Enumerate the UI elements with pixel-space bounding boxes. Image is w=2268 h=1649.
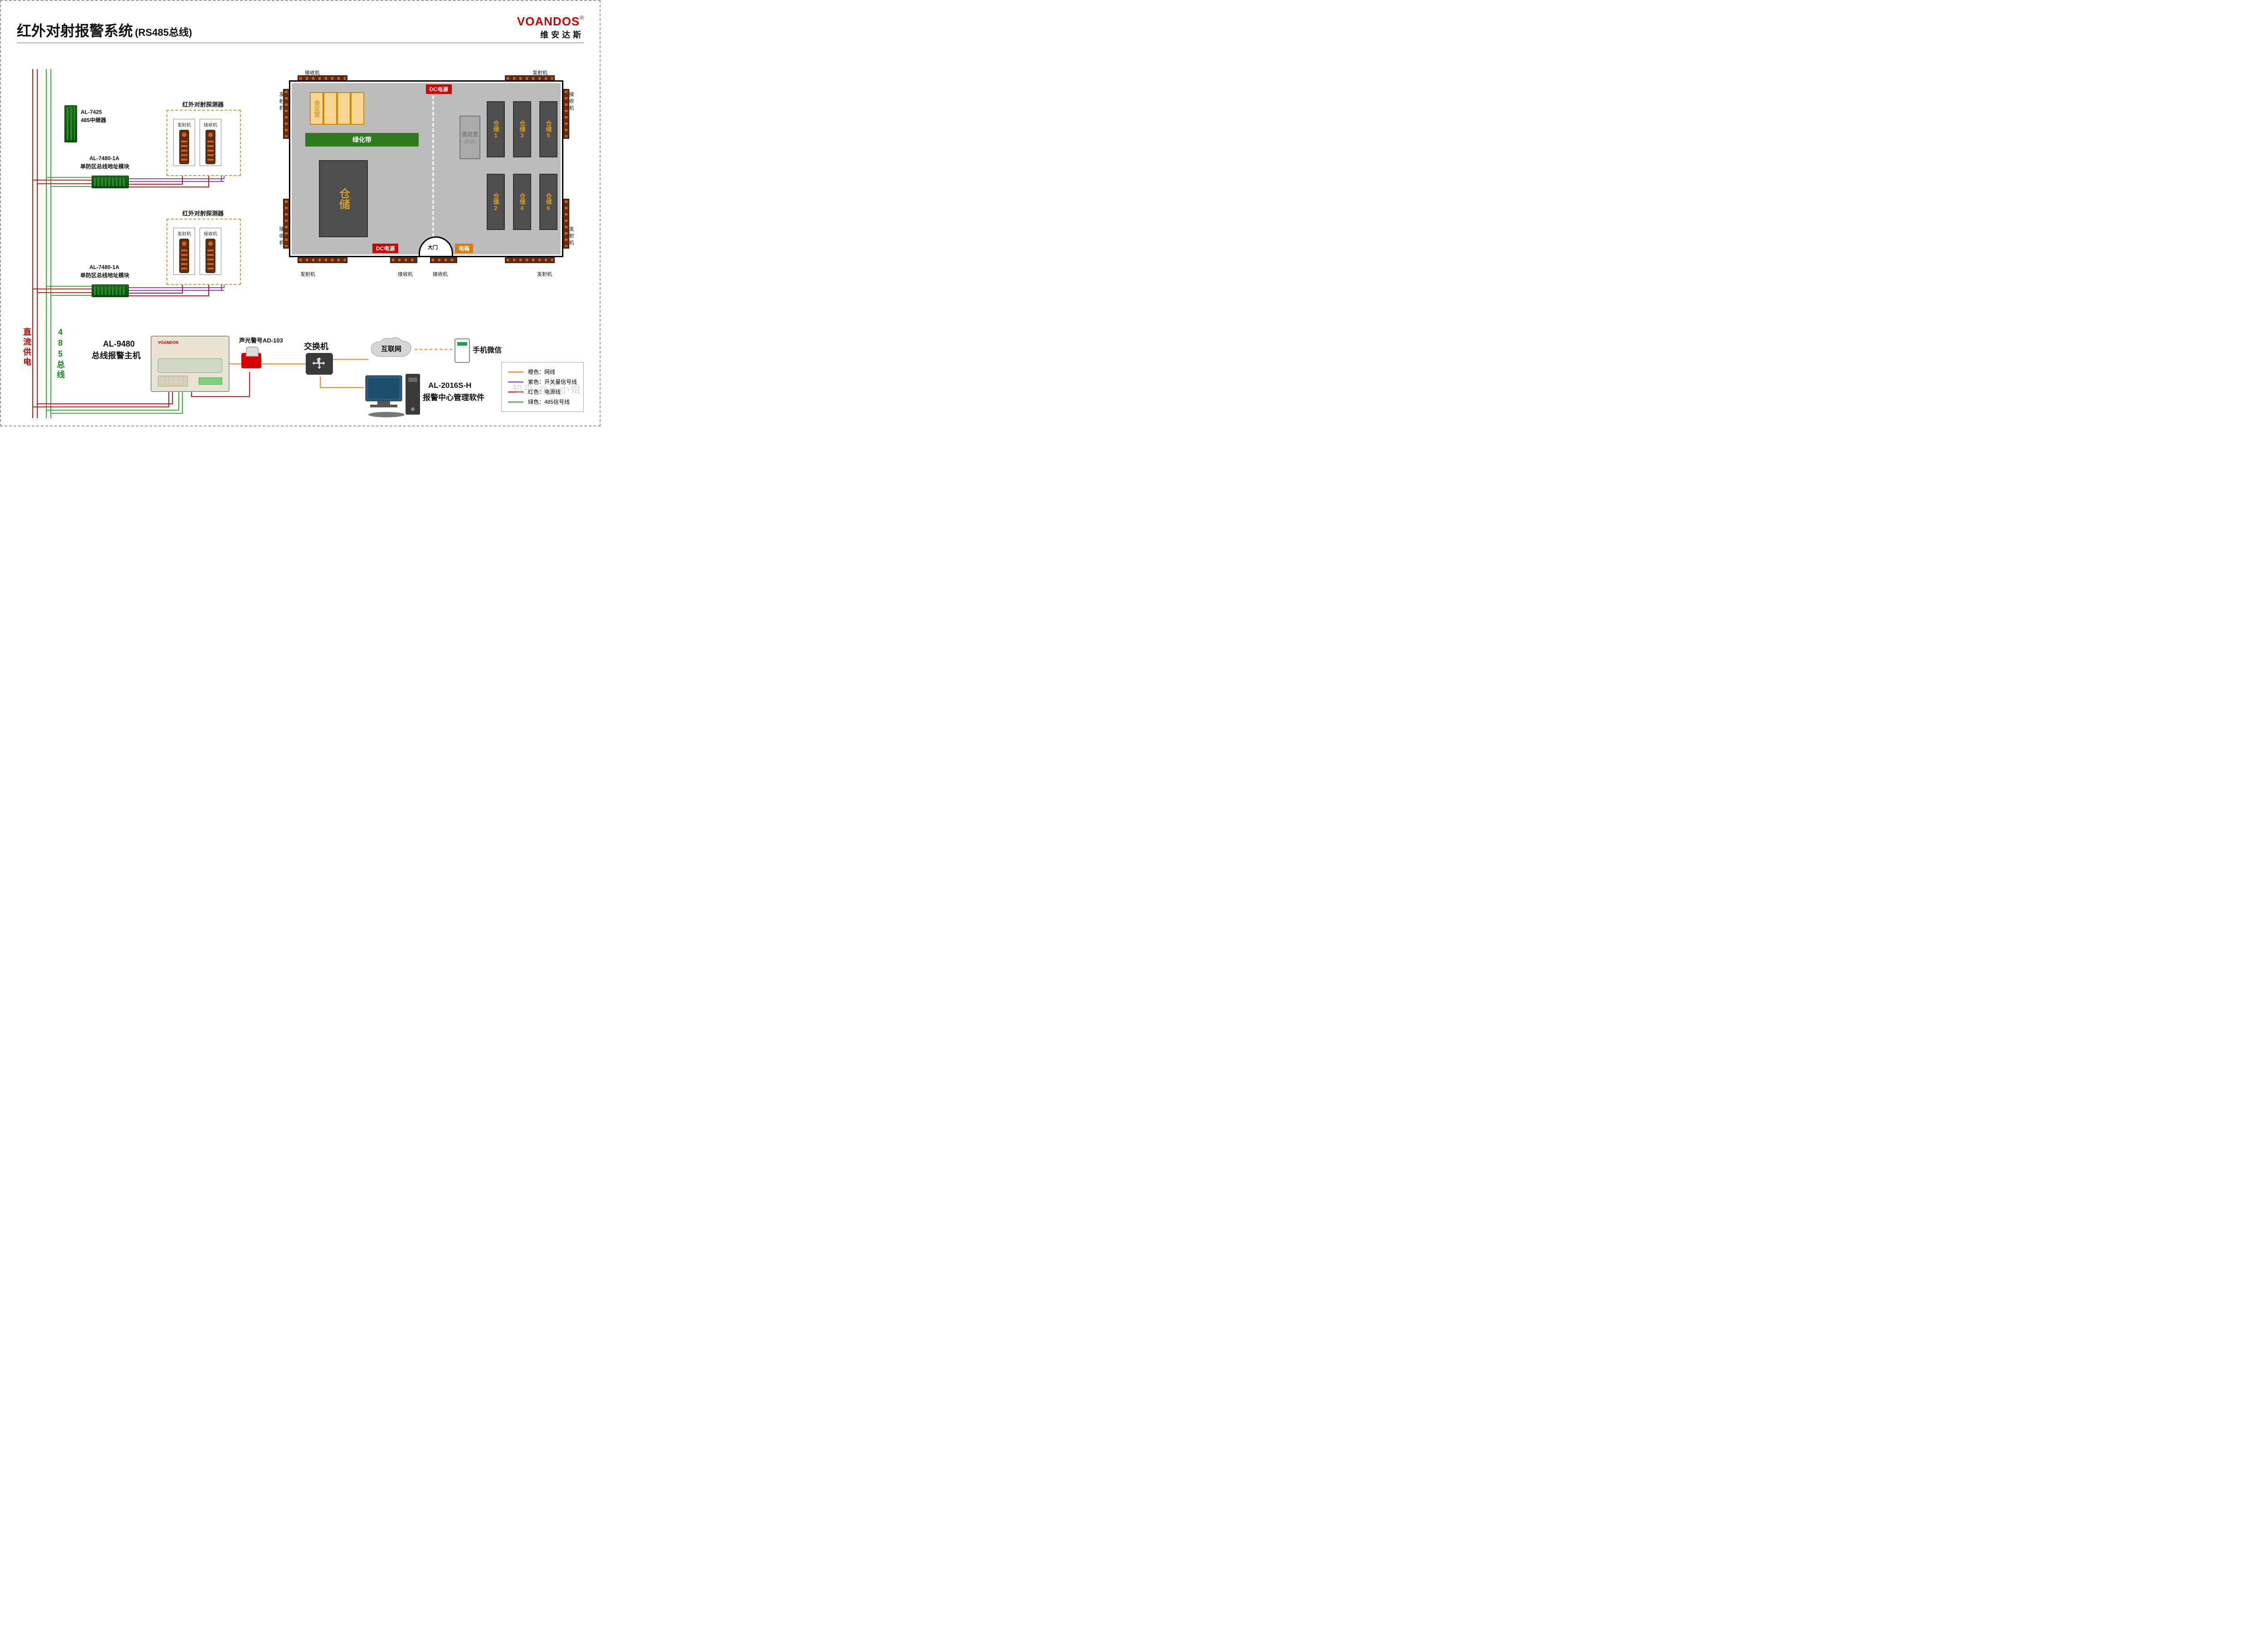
legend-orange: 橙色：网线 [508, 367, 577, 377]
plan-road [432, 84, 434, 253]
repeater-name: 485中继器 [81, 116, 106, 124]
plan-bl-tx: 发射机 [300, 270, 315, 278]
detector2-pair: 发射机 接收机 [173, 228, 221, 275]
addr1-model: AL-7480-1A [89, 155, 119, 161]
detector1-pair: 发射机 接收机 [173, 119, 221, 166]
addr2-name: 单防区总线地址模块 [80, 271, 129, 279]
watermark: 知乎 @王小姐 [513, 382, 582, 396]
plan-bc-rx1: 接收机 [398, 270, 413, 278]
wh3: 仓储3 [513, 101, 531, 157]
addr-module-2-icon [92, 284, 129, 297]
switch-icon [306, 353, 333, 375]
page: 红外对射报警系统 (RS485总线) VOANDOS® 维安达斯 [0, 0, 601, 426]
phone-icon [455, 338, 470, 363]
bus-rail-label: 485总线 [54, 328, 66, 380]
gate-label: 大门 [428, 244, 438, 251]
plan-floor: 办公室 会议室 绿化带 仓储 值班室 (机房) 仓储1 仓储3 仓储5 [292, 83, 561, 254]
meeting-label: 会议室 [310, 92, 323, 125]
beam-right-t [563, 89, 569, 139]
beam-left-t [283, 89, 289, 139]
wh1: 仓储1 [487, 101, 505, 157]
detector1-rx: 接收机 [200, 119, 221, 166]
detector2-rx: 接收机 [200, 228, 221, 275]
wh6: 仓储6 [539, 174, 557, 230]
host-panel-logo: VOANDOS [158, 340, 179, 345]
addr-module-1-icon [92, 176, 129, 188]
plan-outer: 办公室 会议室 绿化带 仓储 值班室 (机房) 仓储1 仓储3 仓储5 [289, 80, 563, 257]
wh4: 仓储4 [513, 174, 531, 230]
siren-label: 声光警号AD-103 [239, 336, 283, 344]
beam-left-b [283, 199, 289, 249]
repeater-icon [64, 105, 77, 142]
internet-label: 互联网 [381, 344, 401, 353]
duty-room: 值班室 (机房) [459, 116, 480, 159]
host-icon: VOANDOS [151, 336, 230, 392]
switch-label: 交换机 [304, 340, 328, 352]
dc-tag-bot: DC电源 [372, 244, 398, 253]
wh5: 仓储5 [539, 101, 557, 157]
host-model: AL-9480 [103, 339, 135, 349]
plan-br-tx: 发射机 [537, 270, 552, 278]
beam-bot-c1 [390, 257, 417, 263]
duty-label: 值班室 [462, 130, 478, 138]
detector1-tx: 发射机 [173, 119, 195, 166]
duty-sub: (机房) [464, 138, 476, 145]
wechat-label: 手机微信 [473, 344, 502, 355]
beam-bot-r [505, 257, 555, 263]
plan-bc-rx2: 接收机 [433, 270, 448, 278]
addr1-name: 单防区总线地址模块 [80, 162, 129, 170]
greenbelt: 绿化带 [305, 133, 419, 147]
dc-rail-label: 直流供电 [21, 328, 33, 367]
beam-right-b [563, 199, 569, 249]
addr2-model: AL-7480-1A [89, 264, 119, 270]
software-name: 报警中心管理软件 [423, 391, 484, 402]
office-row: 办公室 会议室 [310, 92, 364, 125]
legend-green: 绿色：485信号线 [508, 397, 577, 407]
repeater-model: AL-7425 [81, 109, 102, 115]
floor-plan: 接收机 发射机 发射机 接收机 接收机 发射机 发射机 接收机 接收机 发射机 … [278, 69, 575, 278]
beam-bot-l [298, 257, 347, 263]
dc-tag-top: DC电源 [426, 84, 452, 94]
ebox-tag: 电箱 [455, 244, 473, 253]
siren-icon [241, 353, 261, 377]
host-name: 总线报警主机 [92, 349, 141, 361]
warehouse-main: 仓储 [319, 160, 368, 237]
wh2: 仓储2 [487, 174, 505, 230]
beam-bot-c2 [430, 257, 457, 263]
pc-icon [364, 373, 423, 418]
software-model: AL-2016S-H [428, 381, 471, 390]
detector1-title: 红外对射探测器 [182, 100, 224, 108]
detector2-tx: 发射机 [173, 228, 195, 275]
detector2-title: 红外对射探测器 [182, 209, 224, 217]
